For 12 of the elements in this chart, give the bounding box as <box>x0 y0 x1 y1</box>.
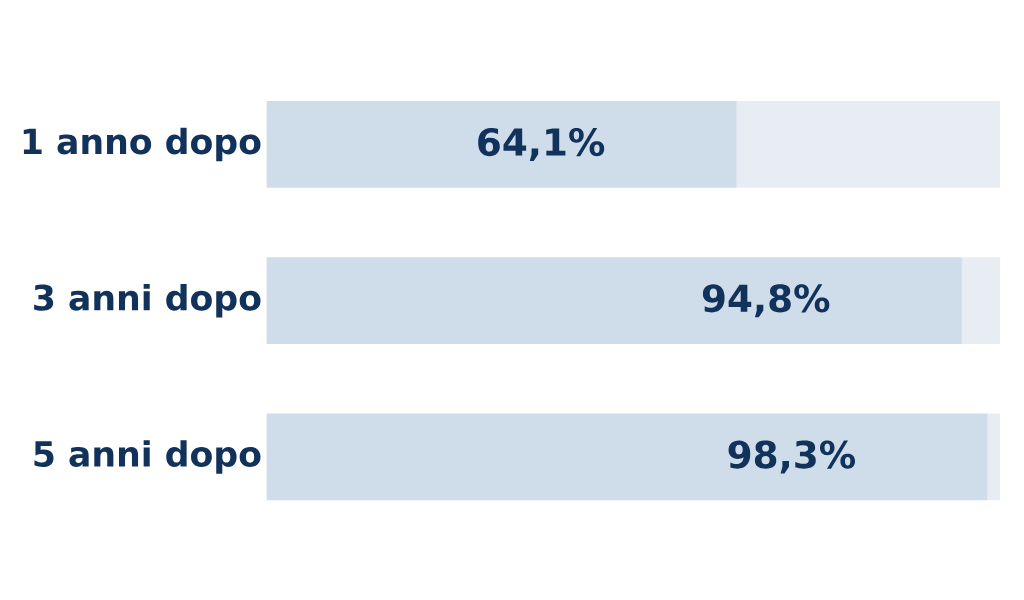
data-label: 98,3% <box>728 440 855 474</box>
y-tick-label: 5 anni dopo <box>34 440 261 474</box>
y-tick-label: 1 anno dopo <box>23 127 261 162</box>
y-tick-label: 3 anni dopo <box>34 283 261 318</box>
data-label: 64,1% <box>478 127 605 161</box>
bar <box>961 257 1001 344</box>
bar <box>266 101 737 188</box>
bar <box>736 101 1001 188</box>
bar <box>987 413 1001 501</box>
bar <box>266 413 988 501</box>
bar <box>266 257 962 344</box>
data-label: 94,8% <box>702 284 830 318</box>
